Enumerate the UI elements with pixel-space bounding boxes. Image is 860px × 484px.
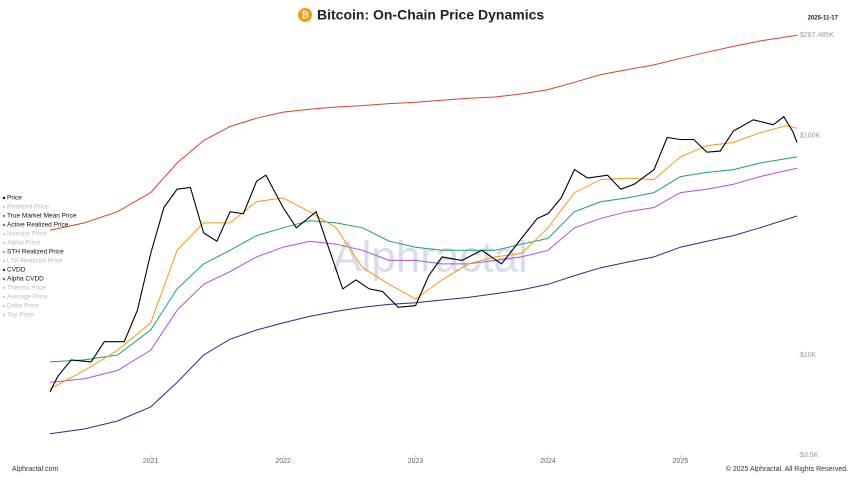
series-line [49,167,798,383]
legend-label: STH Realized Price [7,249,64,256]
date: 2025-11-17 [808,16,839,22]
legend-label: LTH Realized Price [7,258,63,265]
legend-label: CVDD [7,267,26,274]
series-line [49,34,798,231]
legend-label: Average Price [7,294,48,301]
legend-label: Delta Price [7,303,39,310]
legend-marker [2,241,6,245]
legend-marker [2,232,6,236]
legend-marker [2,295,6,299]
legend-marker [2,196,6,200]
legend-label: Alpha CVDD [7,276,44,283]
legend-marker [2,313,6,317]
svg-text:₿: ₿ [301,10,308,20]
x-tick-label: 2021 [143,458,159,465]
footer-left: Alphractal.com [12,466,58,473]
legend-marker [2,223,6,227]
legend-marker [2,259,6,263]
y-tick-label: $287.485K [800,32,834,39]
bitcoin-icon: ₿ [298,8,312,22]
legend-marker [2,277,6,281]
x-tick-label: 2022 [275,458,291,465]
chart-title: Bitcoin: On-Chain Price Dynamics [317,7,544,23]
legend-label: Alpha Price [7,240,41,247]
legend-label: Price [7,195,22,202]
legend-label: Top Price [7,312,34,319]
legend-marker [2,250,6,254]
footer-right: © 2025 Alphractal. All Rights Reserved. [726,465,848,473]
legend-label: Active Realized Price [7,222,69,229]
series-line [49,215,798,435]
x-tick-label: 2024 [540,458,556,465]
y-tick-label: $10K [800,352,817,359]
legend-label: Investor Price [7,231,47,238]
legend-marker [2,205,6,209]
series-line [49,115,798,392]
legend-marker [2,304,6,308]
series-line [49,125,798,390]
y-tick-label: $100K [800,132,821,139]
legend-label: Realized Price [7,204,49,211]
x-tick-label: 2023 [408,458,424,465]
legend-marker [2,268,6,272]
x-tick-label: 2025 [673,458,689,465]
y-tick-label: $3.5K [800,452,819,459]
legend-marker [2,214,6,218]
legend-label: Thermo Price [7,285,46,292]
series-line [49,156,798,363]
legend-marker [2,286,6,290]
legend-label: True Market Mean Price [7,213,77,220]
